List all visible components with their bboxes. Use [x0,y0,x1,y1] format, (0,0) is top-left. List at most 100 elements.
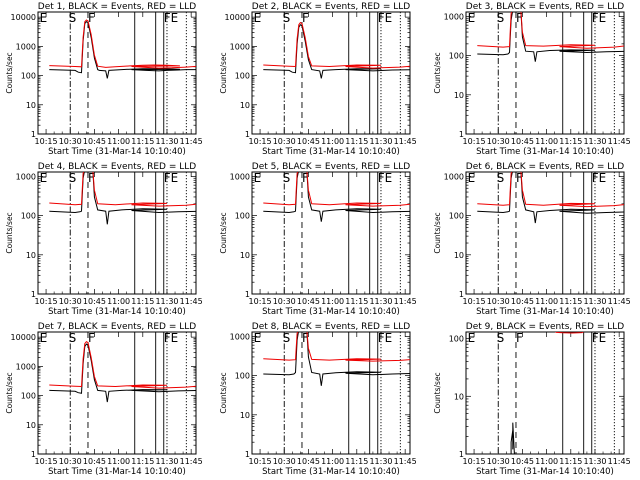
plot-frame [37,331,197,455]
y-axis-label: Counts/sec [433,52,442,93]
x-axis-label: Start Time (31-Mar-14 10:10:40) [48,147,186,157]
x-tick-label: 11:00 [535,457,558,466]
series-group [49,19,196,79]
y-tick-label: 10 [240,251,250,260]
marker-e: E [254,171,262,185]
x-tick-label: 11:30 [583,457,606,466]
y-tick-label: 100 [235,212,250,221]
y-axis-label: Counts/sec [433,212,442,253]
x-tick-label: 11:00 [321,297,344,306]
x-tick-label: 11:30 [369,137,392,146]
x-axis-label: Start Time (31-Mar-14 10:10:40) [48,307,186,317]
y-tick-label: 1 [31,290,36,299]
series-lld-line [263,332,410,362]
x-tick-label: 11:15 [559,457,582,466]
y-axis-label: Counts/sec [219,52,228,93]
marker-f: F [516,171,523,185]
series-group [263,172,410,222]
marker-e: E [40,171,48,185]
x-tick-label: 11:15 [345,137,368,146]
y-tick-label: 1 [459,450,464,459]
y-tick-label: 1 [31,130,36,139]
x-tick-label: 11:45 [608,297,631,306]
x-tick-label: 11:15 [131,297,154,306]
y-tick-label: 100 [21,72,36,81]
x-tick-label: 10:30 [59,137,82,146]
chart-panel-6: Det 6, BLACK = Events, RED = LLD 1 10 100 10… [433,162,631,317]
x-tick-label: 11:15 [131,457,154,466]
series-group [477,172,624,224]
chart-title: Det 6, BLACK = Events, RED = LLD [466,162,625,172]
x-tick-label: 11:30 [155,297,178,306]
series-events-line [263,332,410,386]
y-tick-label: 1 [459,130,464,139]
chart-panel-7: Det 7, BLACK = Events, RED = LLD 1 10 100 10… [5,322,203,477]
marker-s: S [69,331,77,345]
marker-e: E [468,171,476,185]
series-lld-line [263,172,410,207]
marker-s: S [69,11,77,25]
x-tick-label: 10:45 [83,457,106,466]
series-group [510,332,584,454]
marker-fe: FE [592,331,606,345]
y-tick-label: 1 [459,290,464,299]
series-group [263,21,410,79]
x-tick-label: 11:45 [180,137,203,146]
y-tick-label: 100 [21,392,36,401]
marker-f: F [302,331,309,345]
y-tick-label: 1000 [16,172,36,181]
x-tick-label: 11:30 [369,297,392,306]
x-tick-label: 10:15 [249,137,272,146]
series-lld-line [554,332,584,334]
x-tick-label: 10:15 [463,137,486,146]
x-tick-label: 10:45 [511,137,534,146]
series-lld-line [49,341,196,389]
y-axis-label: Counts/sec [433,372,442,413]
chart-panel-5: Det 5, BLACK = Events, RED = LLD 1 10 100 10… [219,162,417,317]
plot-frame [37,171,197,295]
series-events-line [49,21,196,79]
y-axis-label: Counts/sec [5,52,14,93]
y-tick-label: 10000 [11,13,36,22]
y-tick-label: 100 [21,212,36,221]
series-events-line [49,172,196,225]
y-tick-label: 10000 [225,13,250,22]
series-lld-line [263,21,410,69]
y-tick-label: 10 [454,392,464,401]
chart-title: Det 1, BLACK = Events, RED = LLD [38,2,197,12]
x-tick-label: 10:45 [297,457,320,466]
chart-panel-1: Det 1, BLACK = Events, RED = LLD 1 10 100 10… [5,2,203,157]
x-tick-label: 10:30 [59,297,82,306]
y-tick-label: 1000 [230,172,250,181]
chart-title: Det 7, BLACK = Events, RED = LLD [38,322,197,332]
x-tick-label: 11:15 [131,137,154,146]
chart-panel-3: Det 3, BLACK = Events, RED = LLD 1 10 100 10… [433,2,631,157]
chart-panel-2: Det 2, BLACK = Events, RED = LLD 1 10 100 10… [219,2,417,157]
y-tick-label: 100 [449,52,464,61]
marker-e: E [40,11,48,25]
x-tick-label: 11:15 [345,297,368,306]
marker-e: E [254,11,262,25]
y-axis-label: Counts/sec [219,372,228,413]
x-tick-label: 10:45 [297,297,320,306]
chart-title: Det 2, BLACK = Events, RED = LLD [252,2,411,12]
y-tick-label: 1000 [444,172,464,181]
marker-f: F [516,11,523,25]
series-events-line [263,23,410,79]
x-tick-label: 10:15 [249,297,272,306]
marker-s: S [283,171,291,185]
plot-frame [251,331,411,455]
y-tick-label: 100 [449,335,464,344]
x-tick-label: 10:45 [83,137,106,146]
x-tick-label: 10:30 [487,457,510,466]
x-tick-label: 10:45 [83,297,106,306]
x-tick-label: 10:15 [35,137,58,146]
chart-title: Det 5, BLACK = Events, RED = LLD [252,162,411,172]
marker-fe: FE [378,11,392,25]
x-axis-label: Start Time (31-Mar-14 10:10:40) [48,467,186,477]
x-tick-label: 10:15 [249,457,272,466]
series-lld-line [477,172,624,208]
chart-title: Det 3, BLACK = Events, RED = LLD [466,2,625,12]
y-tick-label: 100 [235,72,250,81]
